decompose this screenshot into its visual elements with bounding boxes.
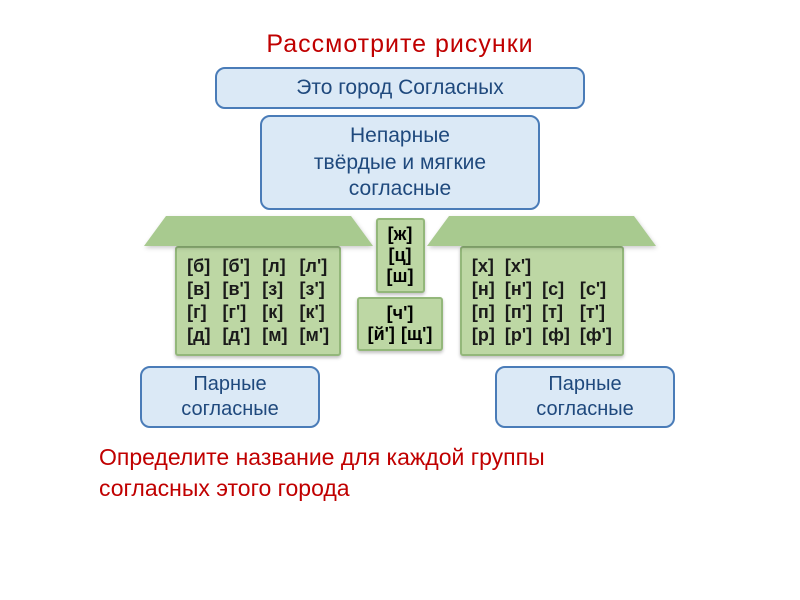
unpaired-line3: согласные	[272, 176, 528, 202]
center-top-block: [ж][ц][ш]	[376, 218, 425, 293]
right-house: [х] [х'] [н] [н'] [с] [с'] [п] [п'] [т] [т'] [р] [р…	[449, 216, 634, 356]
left-roof	[166, 216, 351, 246]
consonant-cell: [д]	[187, 325, 210, 346]
consonant-row: [ч']	[387, 303, 414, 324]
left-grid: [б] [б'] [л] [л'] [в] [в'] [з] [з'] [г] [г'] [к] [к…	[175, 246, 341, 356]
consonant-cell: [р']	[505, 325, 532, 346]
consonant-cell: [й']	[368, 324, 395, 345]
left-house: [б] [б'] [л] [л'] [в] [в'] [з] [з'] [г] [г'] [к] [к…	[166, 216, 351, 356]
consonant-cell: [з]	[262, 279, 287, 300]
consonant-cell: [з']	[300, 279, 330, 300]
consonant-cell: [б]	[187, 256, 210, 277]
paired-right-box: Парные согласные	[495, 366, 675, 428]
consonant-cell: [ж]	[388, 224, 413, 245]
consonant-cell: [г]	[187, 302, 210, 323]
consonant-cell: [г']	[223, 302, 251, 323]
unpaired-line1: Непарные	[272, 123, 528, 149]
consonant-cell: [х]	[472, 256, 495, 277]
consonant-cell: [р]	[472, 325, 495, 346]
consonant-cell: [ф]	[542, 325, 570, 346]
consonant-cell: [щ']	[401, 324, 432, 345]
paired-right-l2: согласные	[505, 397, 665, 422]
consonant-cell: [п]	[472, 302, 495, 323]
consonant-cell: [к']	[300, 302, 330, 323]
consonant-row: [й'] [щ']	[368, 324, 433, 345]
consonant-cell: [п']	[505, 302, 532, 323]
consonant-cell: [л]	[262, 256, 287, 277]
consonant-cell: [в']	[223, 279, 251, 300]
title: Рассмотрите рисунки	[95, 30, 705, 59]
city-title-text: Это город Согласных	[296, 76, 504, 99]
consonant-cell: [к]	[262, 302, 287, 323]
unpaired-line2: твёрдые и мягкие	[272, 150, 528, 176]
consonant-cell	[542, 256, 570, 277]
consonant-houses: [б] [б'] [л] [л'] [в] [в'] [з] [з'] [г] [г'] [к] [к…	[95, 216, 705, 356]
consonant-cell: [ф']	[580, 325, 612, 346]
consonant-cell: [х']	[505, 256, 532, 277]
consonant-cell: [л']	[300, 256, 330, 277]
consonant-cell: [ч']	[387, 303, 414, 324]
right-grid: [х] [х'] [н] [н'] [с] [с'] [п] [п'] [т] [т'] [р] [р…	[460, 246, 624, 356]
slide: Рассмотрите рисунки Это город Согласных …	[95, 30, 705, 504]
consonant-cell: [в]	[187, 279, 210, 300]
consonant-cell: [ш]	[387, 266, 414, 287]
consonant-cell: [т']	[580, 302, 612, 323]
consonant-cell: [т]	[542, 302, 570, 323]
consonant-cell: [с']	[580, 279, 612, 300]
consonant-cell: [н]	[472, 279, 495, 300]
consonant-cell: [ц]	[388, 245, 411, 266]
consonant-cell: [м']	[300, 325, 330, 346]
bottom-labels: Парные согласные Парные согласные	[95, 366, 705, 428]
paired-left-l1: Парные	[150, 372, 310, 397]
paired-right-l1: Парные	[505, 372, 665, 397]
footer-l1: Определите название для каждой группы	[99, 442, 701, 473]
city-title-box: Это город Согласных	[215, 67, 585, 109]
footer-l2: согласных этого города	[99, 473, 701, 504]
footer-instruction: Определите название для каждой группы со…	[95, 442, 705, 504]
paired-left-l2: согласные	[150, 397, 310, 422]
right-roof	[449, 216, 634, 246]
unpaired-box: Непарные твёрдые и мягкие согласные	[260, 115, 540, 210]
consonant-cell	[580, 256, 612, 277]
paired-left-box: Парные согласные	[140, 366, 320, 428]
consonant-cell: [б']	[223, 256, 251, 277]
consonant-cell: [м]	[262, 325, 287, 346]
consonant-cell: [н']	[505, 279, 532, 300]
consonant-cell: [с]	[542, 279, 570, 300]
consonant-cell: [д']	[223, 325, 251, 346]
center-bottom-block: [ч'][й'] [щ']	[357, 297, 444, 351]
